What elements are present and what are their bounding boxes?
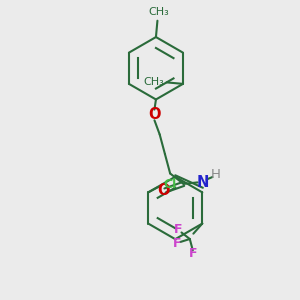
Text: Cl: Cl	[164, 178, 177, 190]
Text: O: O	[158, 183, 170, 198]
Text: O: O	[148, 107, 161, 122]
Text: CH₃: CH₃	[148, 7, 169, 17]
Text: F: F	[173, 237, 182, 250]
Text: CH₃: CH₃	[143, 77, 164, 87]
Text: F: F	[189, 248, 198, 260]
Text: N: N	[197, 175, 209, 190]
Text: H: H	[210, 168, 220, 181]
Text: F: F	[174, 223, 183, 236]
